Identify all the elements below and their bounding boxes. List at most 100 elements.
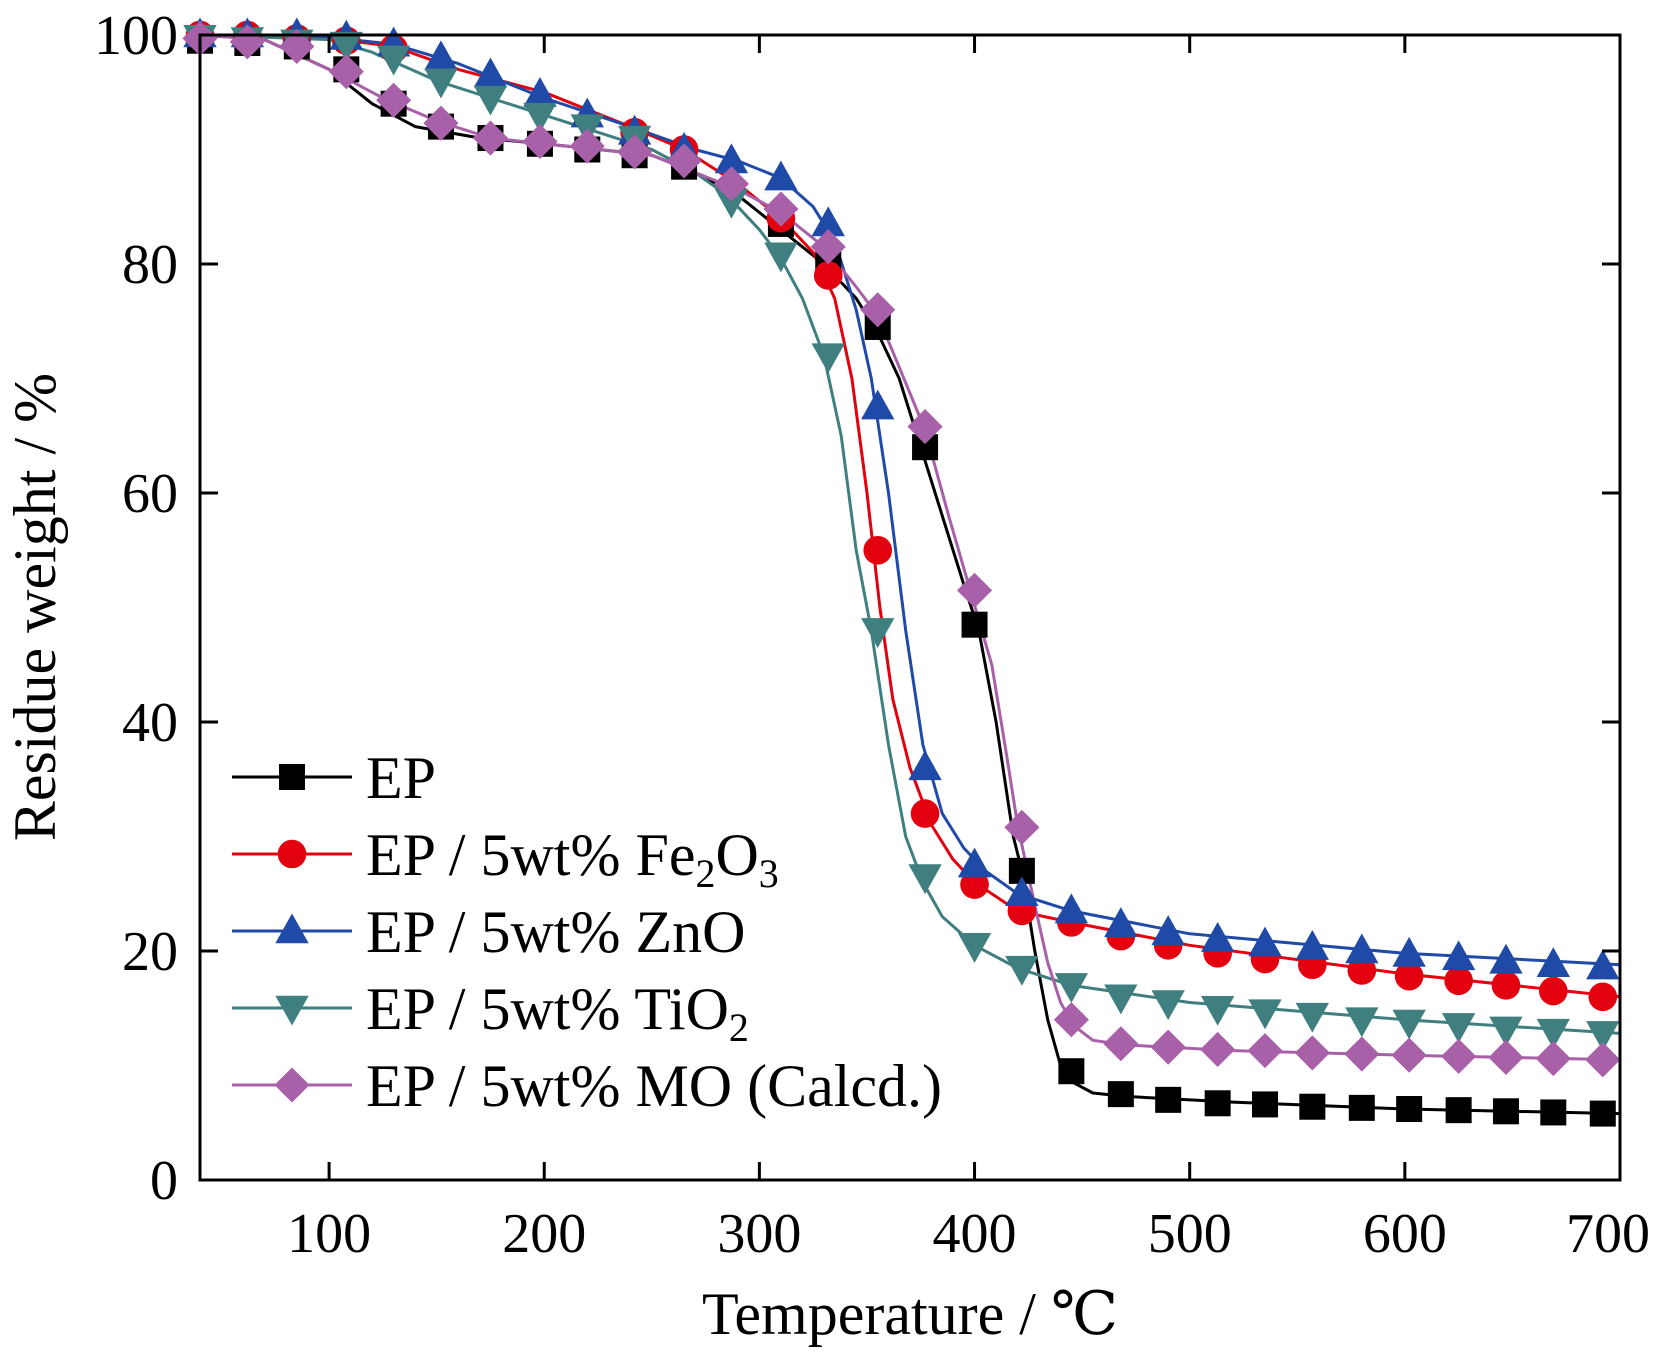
- data-point: [1441, 940, 1476, 971]
- data-point: [424, 40, 458, 71]
- legend-marker: [275, 913, 309, 944]
- data-point: [1299, 1093, 1326, 1120]
- y-tick-label: 40: [122, 692, 178, 754]
- data-point: [1540, 1099, 1567, 1126]
- data-point: [1295, 1002, 1330, 1033]
- data-point: [813, 261, 843, 290]
- data-point: [1252, 1091, 1278, 1118]
- legend-item: EP / 5wt% TiO2: [232, 976, 749, 1050]
- data-point: [1588, 982, 1618, 1012]
- legend-label: EP / 5wt% Fe2O3: [366, 822, 779, 896]
- x-tick-label: 300: [717, 1203, 801, 1265]
- series-markers: [182, 17, 1621, 1127]
- data-point: [1103, 1026, 1139, 1062]
- x-tick-label: 200: [502, 1203, 586, 1265]
- legend-item: EP / 5wt% Fe2O3: [232, 822, 779, 896]
- data-point: [1005, 955, 1039, 986]
- data-point: [229, 24, 265, 60]
- data-point: [1058, 1058, 1085, 1085]
- y-tick-label: 20: [122, 921, 178, 983]
- data-point: [861, 389, 895, 420]
- data-point: [1155, 1086, 1182, 1113]
- data-point: [1491, 971, 1521, 1000]
- data-point: [1586, 949, 1620, 980]
- data-point: [523, 102, 557, 133]
- data-point: [1536, 947, 1570, 978]
- data-point: [1204, 1090, 1231, 1117]
- legend-label: EP / 5wt% TiO2: [366, 976, 749, 1050]
- data-point: [473, 85, 508, 116]
- data-point: [1488, 1039, 1524, 1076]
- plot-frame: [198, 33, 1622, 1182]
- data-point: [910, 799, 940, 828]
- legend-item: EP / 5wt% MO (Calcd.): [232, 1053, 942, 1119]
- data-point: [1345, 933, 1379, 964]
- y-tick-label: 100: [94, 5, 178, 67]
- data-point: [957, 932, 992, 963]
- data-point: [1104, 907, 1138, 937]
- data-point: [714, 143, 749, 174]
- data-point: [1054, 893, 1089, 924]
- axis-ticks: [200, 33, 1622, 1182]
- data-point: [908, 864, 942, 895]
- data-point: [1107, 1081, 1134, 1108]
- data-point: [523, 76, 557, 107]
- data-point: [1344, 1036, 1380, 1072]
- data-point: [956, 572, 993, 608]
- data-point: [1394, 961, 1424, 991]
- data-point: [1295, 930, 1330, 960]
- data-point: [666, 143, 702, 179]
- legend-label: EP / 5wt% ZnO: [366, 899, 745, 965]
- data-point: [908, 750, 942, 781]
- y-tick-label: 0: [150, 1150, 178, 1212]
- data-point: [1248, 999, 1282, 1030]
- legend-label: EP / 5wt% MO (Calcd.): [366, 1053, 942, 1119]
- data-point: [1247, 1033, 1283, 1069]
- data-point: [473, 57, 508, 88]
- data-point: [1536, 1018, 1570, 1049]
- data-point: [1294, 1035, 1330, 1071]
- data-point: [1151, 990, 1185, 1021]
- series-markers-3: [183, 25, 1620, 1051]
- data-point: [1348, 1094, 1375, 1121]
- data-point: [617, 134, 653, 170]
- data-point: [1589, 1100, 1616, 1127]
- legend-item: EP / 5wt% ZnO: [232, 899, 745, 965]
- x-tick-label: 600: [1363, 1203, 1447, 1265]
- data-point: [1053, 1002, 1089, 1038]
- data-point: [1054, 973, 1089, 1003]
- data-point: [1585, 1042, 1621, 1078]
- data-point: [1396, 1096, 1423, 1123]
- data-point: [763, 191, 799, 227]
- data-point: [961, 611, 988, 638]
- legend-marker: [274, 1067, 310, 1103]
- y-tick-label: 60: [122, 463, 178, 525]
- data-point: [860, 292, 896, 328]
- data-point: [811, 206, 845, 237]
- legend-item: EP: [232, 745, 436, 811]
- data-point: [1391, 1037, 1427, 1073]
- data-point: [714, 188, 749, 219]
- series-markers-4: [182, 20, 1621, 1078]
- data-point: [1005, 876, 1039, 907]
- data-point: [423, 105, 459, 141]
- data-point: [376, 45, 411, 76]
- data-point: [279, 28, 315, 64]
- data-point: [1150, 1029, 1186, 1065]
- data-point: [1004, 809, 1040, 845]
- data-point: [957, 847, 992, 878]
- data-point: [522, 123, 558, 160]
- legend-marker: [275, 995, 309, 1026]
- data-point: [960, 870, 989, 899]
- data-point: [1151, 915, 1185, 945]
- data-point: [328, 54, 364, 90]
- data-point: [1441, 1013, 1476, 1043]
- data-point: [1441, 1038, 1477, 1074]
- x-tick-label: 500: [1148, 1203, 1232, 1265]
- data-point: [472, 120, 509, 156]
- data-point: [1104, 984, 1138, 1015]
- data-point: [1345, 1007, 1379, 1038]
- data-point: [1586, 1021, 1620, 1051]
